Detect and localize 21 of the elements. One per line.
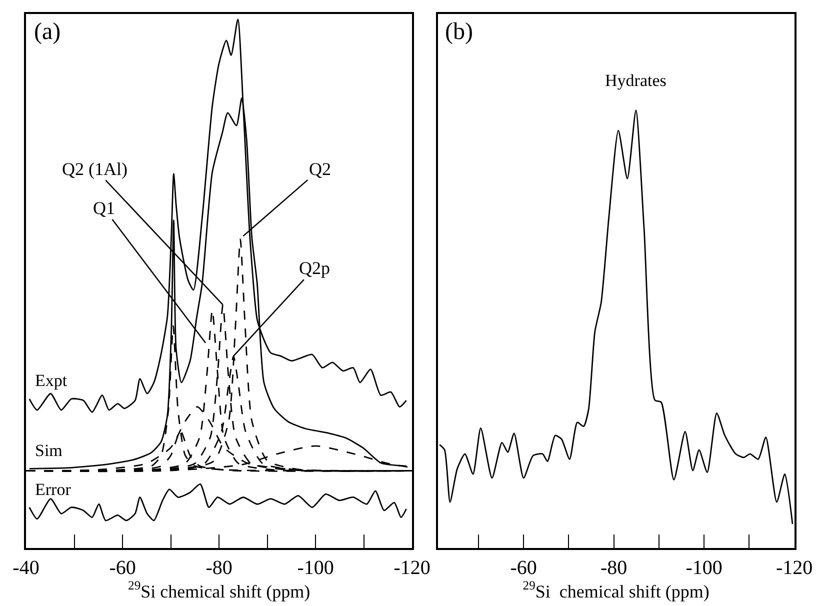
x-tick-label: -120 (394, 556, 430, 579)
x-tick-label: -60 (109, 556, 136, 579)
series-label: Sim (35, 441, 62, 460)
x-tick-label: -40 (12, 556, 40, 579)
annotation: Q2 (309, 159, 331, 179)
series-label: Expt (35, 371, 68, 390)
series-label: Error (35, 480, 72, 499)
annotation: Q1 (93, 198, 115, 218)
x-tick-label: -80 (600, 556, 628, 579)
x-axis-title: $^{29}$Si chemical shift (ppm) (522, 578, 710, 602)
x-tick-label: -100 (297, 556, 334, 579)
x-tick-label: -120 (776, 556, 813, 579)
annotation: Q2 (1Al) (62, 159, 128, 179)
series-label: Hydrates (605, 71, 666, 90)
annotation: (a) (34, 19, 61, 45)
x-axis-title: $^{29}$Si chemical shift (ppm) (128, 578, 310, 602)
x-tick-label: -80 (206, 556, 232, 579)
annotation: Q2p (299, 258, 330, 278)
x-tick-label: -100 (686, 556, 722, 579)
text: (b) (445, 19, 473, 45)
x-tick-label: -60 (510, 556, 537, 579)
